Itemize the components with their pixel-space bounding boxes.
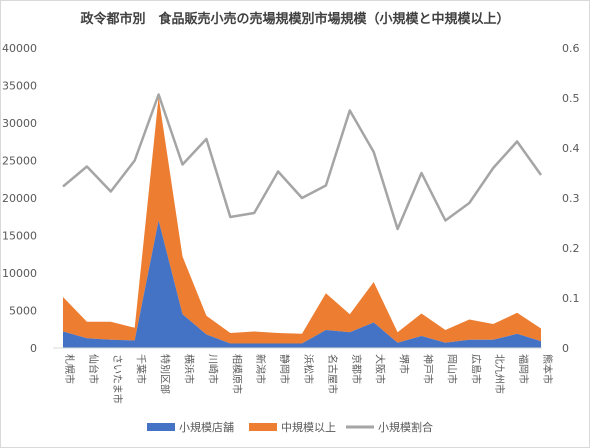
line-layer <box>62 93 543 231</box>
x-tick-label: さいたま市 <box>111 354 124 404</box>
y-right-tick-label: 0.4 <box>562 142 580 155</box>
x-tick-label: 熊本市 <box>541 354 554 384</box>
y-left-tick-label: 5000 <box>9 305 37 318</box>
x-tick-label: 広島市 <box>469 354 482 384</box>
x-tick-label: 京都市 <box>350 354 363 384</box>
y-left-tick-label: 25000 <box>2 155 37 168</box>
x-tick-label: 静岡市 <box>278 354 291 384</box>
y-left-tick-label: 20000 <box>2 192 37 205</box>
legend: 小規模店舗 中規模以上 小規模割合 <box>147 420 433 434</box>
x-tick-label: 横浜市 <box>183 354 196 384</box>
y-left-tick-label: 10000 <box>2 267 37 280</box>
legend-item-mid-large-label: 中規模以上 <box>281 420 336 434</box>
y-right-tick-label: 0 <box>562 342 569 355</box>
y-right-tick-label: 0.6 <box>562 42 580 55</box>
x-tick-label: 北九州市 <box>493 354 506 394</box>
x-tick-label: 大阪市 <box>374 354 387 384</box>
y-right-tick-label: 0.1 <box>562 292 580 305</box>
x-tick-label: 特別区部 <box>159 354 172 394</box>
x-tick-label: 仙台市 <box>87 354 100 384</box>
x-tick-label: 千葉市 <box>135 354 148 384</box>
series-mid-large-area <box>63 96 541 344</box>
legend-item-ratio-label: 小規模割合 <box>378 420 433 434</box>
y-left-tick-label: 15000 <box>2 230 37 243</box>
y-left-tick-label: 40000 <box>2 42 37 55</box>
y-left-tick-label: 30000 <box>2 117 37 130</box>
chart-title: 政令都市別 食品販売小売の売場規模別市場規模（小規模と中規模以上） <box>80 12 510 27</box>
y-right-tick-label: 0.5 <box>562 92 580 105</box>
x-tick-label: 川崎市 <box>206 354 219 384</box>
x-tick-label: 神戸市 <box>422 354 435 384</box>
y-left-tick-label: 35000 <box>2 80 37 93</box>
x-tick-label: 相模原市 <box>230 354 243 394</box>
x-tick-label: 浜松市 <box>302 354 315 384</box>
x-tick-label: 札幌市 <box>63 354 76 384</box>
x-tick-label: 堺市 <box>398 354 411 374</box>
series-ratio-line <box>62 93 543 231</box>
area-layer <box>63 96 541 348</box>
y-right-tick-label: 0.3 <box>562 192 580 205</box>
legend-item-small-label: 小規模店舗 <box>179 420 234 434</box>
x-tick-label: 新潟市 <box>254 354 267 384</box>
legend-item-mid-large-swatch <box>249 423 277 431</box>
y-left-tick-label: 0 <box>30 342 37 355</box>
series-small-area <box>63 220 541 348</box>
axis-layer: 0 5000 10000 15000 20000 25000 30000 35000 40000… <box>2 42 580 404</box>
x-tick-label: 福岡市 <box>517 354 530 384</box>
legend-item-small-swatch <box>147 423 175 431</box>
x-tick-label: 名古屋市 <box>326 354 339 394</box>
y-right-tick-label: 0.2 <box>562 242 580 255</box>
x-tick-label: 岡山市 <box>445 354 458 384</box>
